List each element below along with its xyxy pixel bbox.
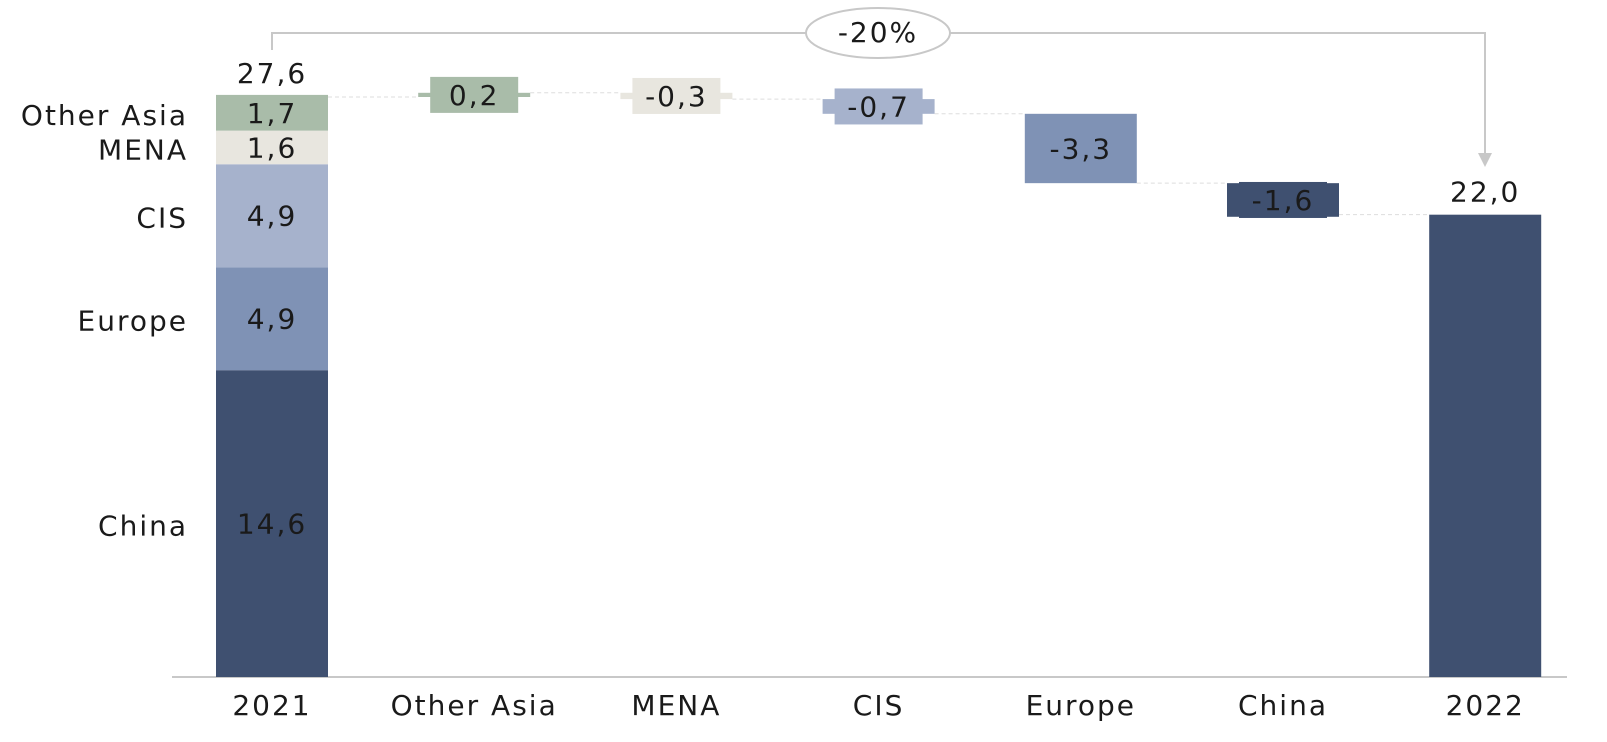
- x-tick-label: MENA: [631, 689, 721, 722]
- segment-label: 14,6: [237, 508, 307, 541]
- change-label: -0,7: [847, 90, 910, 123]
- change-label: -0,3: [645, 80, 708, 113]
- x-tick-label: 2021: [232, 689, 311, 722]
- label-box: [430, 76, 519, 113]
- stack-segment: [216, 370, 328, 677]
- change-label: 0,2: [449, 79, 500, 112]
- segment-name: MENA: [98, 133, 188, 166]
- total-bar: [1429, 214, 1542, 677]
- segment-name: Europe: [78, 305, 188, 338]
- segment-label: 4,9: [247, 303, 298, 336]
- annotation: -20%: [838, 16, 918, 49]
- x-tick-label: 2022: [1446, 689, 1525, 722]
- x-tick-label: Other Asia: [391, 689, 558, 722]
- stack-segment: [216, 94, 328, 131]
- total-label: 22,0: [1450, 176, 1520, 209]
- segment-label: 1,6: [247, 131, 298, 164]
- arrow-head: [1478, 153, 1492, 167]
- stack-segment: [216, 267, 328, 371]
- annotation-bubble: [805, 7, 951, 59]
- segment-label: 1,7: [247, 97, 298, 130]
- label-box: [1239, 181, 1327, 218]
- segment-label: 4,9: [247, 200, 298, 233]
- label-box: [632, 77, 721, 114]
- x-tick-label: Europe: [1026, 689, 1136, 722]
- segment-name: China: [98, 510, 188, 543]
- stack-segment: [216, 164, 328, 268]
- change-label: -3,3: [1049, 132, 1112, 165]
- change-bar: [1024, 113, 1137, 184]
- stack-segment: [216, 130, 328, 165]
- segment-name: CIS: [136, 202, 188, 235]
- segment-name: Other Asia: [21, 99, 188, 132]
- change-label: -1,6: [1252, 184, 1315, 217]
- label-box: [834, 88, 923, 125]
- x-tick-label: CIS: [853, 689, 905, 722]
- x-tick-label: China: [1238, 689, 1328, 722]
- total-label: 27,6: [237, 57, 307, 90]
